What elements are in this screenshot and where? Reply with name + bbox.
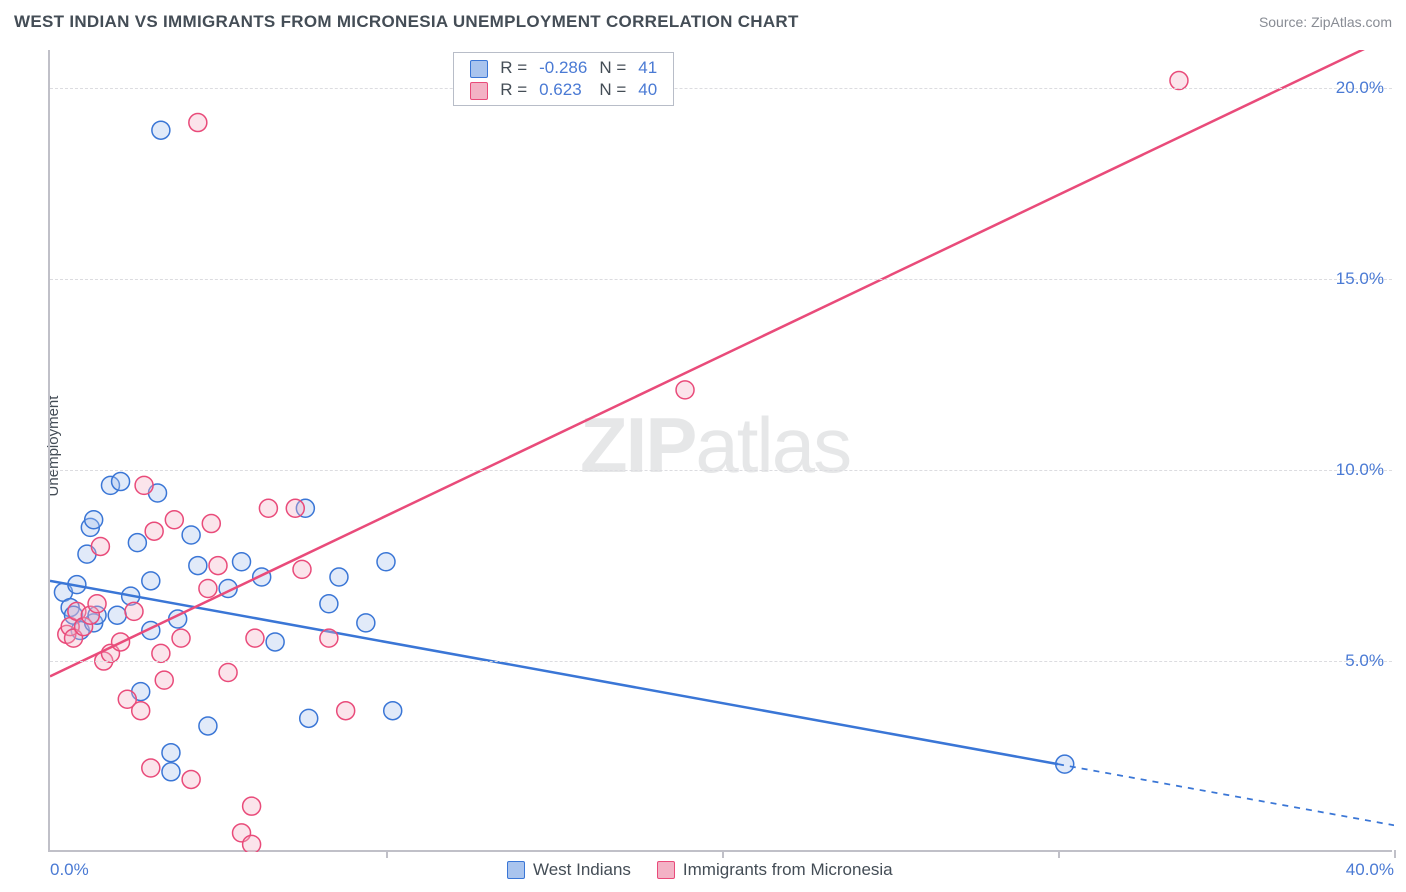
- scatter-point: [132, 702, 150, 720]
- series-legend-label: West Indians: [533, 860, 631, 880]
- scatter-point: [293, 560, 311, 578]
- legend-n-value: 40: [632, 79, 663, 101]
- scatter-point: [152, 644, 170, 662]
- scatter-point: [125, 602, 143, 620]
- scatter-point: [172, 629, 190, 647]
- x-tick-label: 0.0%: [50, 860, 89, 880]
- regression-line: [50, 50, 1394, 676]
- x-tick: [1058, 850, 1060, 858]
- legend-n-value: 41: [632, 57, 663, 79]
- scatter-point: [330, 568, 348, 586]
- scatter-point: [142, 759, 160, 777]
- legend-swatch: [657, 861, 675, 879]
- scatter-point: [300, 709, 318, 727]
- scatter-point: [155, 671, 173, 689]
- scatter-point: [182, 526, 200, 544]
- scatter-point: [165, 511, 183, 529]
- scatter-point: [85, 511, 103, 529]
- x-tick: [1394, 850, 1396, 858]
- scatter-point: [189, 557, 207, 575]
- scatter-point: [384, 702, 402, 720]
- chart-source: Source: ZipAtlas.com: [1259, 14, 1392, 30]
- scatter-point: [233, 553, 251, 571]
- series-legend-item: West Indians: [507, 860, 631, 880]
- series-legend-item: Immigrants from Micronesia: [657, 860, 893, 880]
- y-tick-label: 10.0%: [1336, 460, 1384, 480]
- x-tick-label: 40.0%: [1346, 860, 1394, 880]
- x-tick: [722, 850, 724, 858]
- legend-swatch: [507, 861, 525, 879]
- legend-swatch: [470, 82, 488, 100]
- legend-r-label: R =: [494, 79, 533, 101]
- legend-n-label: N =: [593, 79, 632, 101]
- scatter-point: [1170, 72, 1188, 90]
- scatter-point: [259, 499, 277, 517]
- chart-header: WEST INDIAN VS IMMIGRANTS FROM MICRONESI…: [14, 12, 1392, 32]
- gridline-h: [50, 279, 1392, 280]
- scatter-point: [145, 522, 163, 540]
- gridline-h: [50, 661, 1392, 662]
- scatter-point: [162, 763, 180, 781]
- scatter-point: [88, 595, 106, 613]
- legend-swatch: [470, 60, 488, 78]
- scatter-point: [676, 381, 694, 399]
- scatter-point: [135, 476, 153, 494]
- scatter-point: [202, 515, 220, 533]
- plot-area: ZIPatlas 5.0%10.0%15.0%20.0%0.0%40.0%R =…: [48, 50, 1392, 852]
- scatter-point: [243, 835, 261, 852]
- scatter-point: [243, 797, 261, 815]
- scatter-point: [320, 595, 338, 613]
- legend-r-label: R =: [494, 57, 533, 79]
- scatter-point: [357, 614, 375, 632]
- scatter-point: [91, 537, 109, 555]
- correlation-legend-row: R =-0.286N =41: [464, 57, 663, 79]
- y-tick-label: 20.0%: [1336, 78, 1384, 98]
- scatter-point: [152, 121, 170, 139]
- correlation-legend-row: R =0.623N =40: [464, 79, 663, 101]
- scatter-point: [377, 553, 395, 571]
- gridline-h: [50, 470, 1392, 471]
- series-legend: West Indians Immigrants from Micronesia: [507, 860, 893, 880]
- scatter-point: [199, 717, 217, 735]
- plot-svg: [50, 50, 1394, 852]
- scatter-point: [246, 629, 264, 647]
- y-tick-label: 15.0%: [1336, 269, 1384, 289]
- correlation-legend: R =-0.286N =41R =0.623N =40: [453, 52, 674, 106]
- legend-r-value: -0.286: [533, 57, 593, 79]
- scatter-point: [189, 114, 207, 132]
- series-legend-label: Immigrants from Micronesia: [683, 860, 893, 880]
- scatter-point: [337, 702, 355, 720]
- scatter-point: [128, 534, 146, 552]
- x-tick: [386, 850, 388, 858]
- chart-title: WEST INDIAN VS IMMIGRANTS FROM MICRONESI…: [14, 12, 799, 32]
- y-tick-label: 5.0%: [1345, 651, 1384, 671]
- scatter-point: [108, 606, 126, 624]
- scatter-point: [219, 664, 237, 682]
- scatter-point: [142, 572, 160, 590]
- regression-line: [50, 581, 1058, 764]
- scatter-point: [266, 633, 284, 651]
- scatter-point: [320, 629, 338, 647]
- scatter-point: [199, 579, 217, 597]
- legend-r-value: 0.623: [533, 79, 593, 101]
- regression-line-extrapolated: [1058, 764, 1394, 825]
- scatter-point: [112, 473, 130, 491]
- scatter-point: [182, 770, 200, 788]
- scatter-point: [286, 499, 304, 517]
- gridline-h: [50, 88, 1392, 89]
- scatter-point: [162, 744, 180, 762]
- legend-n-label: N =: [593, 57, 632, 79]
- scatter-point: [209, 557, 227, 575]
